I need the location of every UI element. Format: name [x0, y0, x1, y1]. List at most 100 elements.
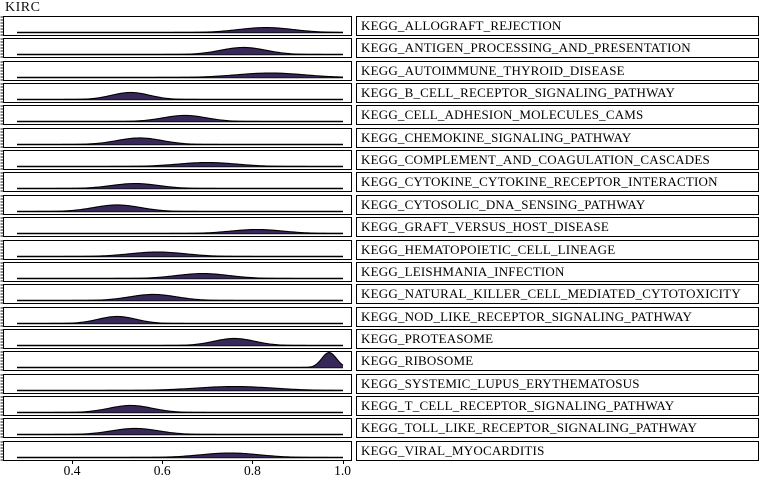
density-fill [17, 452, 343, 458]
density-fill [17, 27, 343, 33]
pathway-row: KEGG_T_CELL_RECEPTOR_SIGNALING_PATHWAY [0, 395, 768, 416]
pathway-label: KEGG_RIBOSOME [356, 351, 759, 372]
pathway-row: KEGG_ANTIGEN_PROCESSING_AND_PRESENTATION [0, 38, 768, 59]
x-axis-tick-label: 0.8 [243, 463, 261, 478]
pathway-label: KEGG_ANTIGEN_PROCESSING_AND_PRESENTATION [356, 38, 759, 59]
density-fill [17, 229, 343, 234]
density-panel [0, 418, 352, 439]
pathway-row: KEGG_GRAFT_VERSUS_HOST_DISEASE [0, 217, 768, 238]
pathway-label: KEGG_CYTOKINE_CYTOKINE_RECEPTOR_INTERACT… [356, 172, 759, 193]
density-outline [17, 250, 343, 257]
pathway-label: KEGG_NATURAL_KILLER_CELL_MEDIATED_CYTOTO… [356, 284, 759, 305]
pathway-label: KEGG_GRAFT_VERSUS_HOST_DISEASE [356, 217, 759, 238]
density-outline [17, 352, 344, 369]
density-panel [0, 284, 352, 305]
density-outline [17, 337, 343, 346]
x-axis-tick-label: 0.4 [63, 463, 81, 478]
density-outline [17, 315, 343, 324]
pathway-row: KEGG_TOLL_LIKE_RECEPTOR_SIGNALING_PATHWA… [0, 418, 768, 439]
density-outline [17, 229, 343, 235]
density-outline [17, 26, 344, 34]
density-outline [17, 452, 343, 458]
figure-title: KIRC [5, 0, 41, 15]
density-outline [17, 385, 344, 391]
density-panel [0, 261, 352, 282]
density-outline [17, 204, 343, 212]
x-axis-tick [252, 461, 254, 464]
pathway-row: KEGG_SYSTEMIC_LUPUS_ERYTHEMATOSUS [0, 373, 768, 394]
density-outline [17, 72, 344, 78]
density-fill [17, 47, 343, 55]
density-panel [0, 105, 352, 126]
x-axis-tick [72, 461, 73, 464]
density-fill [17, 162, 343, 167]
density-outline [17, 115, 343, 123]
pathway-row: KEGG_HEMATOPOIETIC_CELL_LINEAGE [0, 239, 768, 260]
pathway-label: KEGG_CYTOSOLIC_DNA_SENSING_PATHWAY [356, 194, 759, 215]
density-outline [17, 428, 343, 436]
density-panel [0, 328, 352, 349]
density-panel [0, 38, 352, 59]
pathway-label: KEGG_ALLOGRAFT_REJECTION [356, 16, 759, 36]
density-fill [17, 273, 343, 279]
density-panel [0, 150, 352, 171]
pathway-label: KEGG_T_CELL_RECEPTOR_SIGNALING_PATHWAY [356, 395, 759, 416]
density-fill [17, 316, 343, 324]
pathway-row: KEGG_B_CELL_RECEPTOR_SIGNALING_PATHWAY [0, 83, 768, 104]
density-outline [17, 404, 343, 413]
density-panel [0, 395, 352, 416]
density-panel [0, 217, 352, 238]
pathway-label: KEGG_COMPLEMENT_AND_COAGULATION_CASCADES [356, 150, 759, 171]
pathway-row: KEGG_NATURAL_KILLER_CELL_MEDIATED_CYTOTO… [0, 284, 768, 305]
density-fill [17, 72, 343, 78]
density-outline [17, 294, 343, 302]
pathway-row: KEGG_LEISHMANIA_INFECTION [0, 261, 768, 282]
pathway-row: KEGG_CYTOSOLIC_DNA_SENSING_PATHWAY [0, 194, 768, 215]
density-outline [17, 137, 343, 145]
pathway-label: KEGG_AUTOIMMUNE_THYROID_DISEASE [356, 60, 759, 81]
x-axis-tick-label: 0.6 [153, 463, 171, 478]
pathway-label: KEGG_HEMATOPOIETIC_CELL_LINEAGE [356, 239, 759, 260]
pathway-label: KEGG_B_CELL_RECEPTOR_SIGNALING_PATHWAY [356, 83, 759, 104]
x-axis-tick [162, 461, 164, 464]
pathway-row: KEGG_NOD_LIKE_RECEPTOR_SIGNALING_PATHWAY [0, 306, 768, 327]
density-fill [17, 204, 343, 212]
x-axis-tick [342, 461, 344, 464]
density-panel [0, 373, 352, 394]
density-panel [0, 83, 352, 104]
density-fill [17, 251, 343, 256]
pathway-row: KEGG_RIBOSOME [0, 351, 768, 372]
density-outline [17, 183, 343, 190]
density-fill [17, 115, 343, 122]
density-outline [17, 91, 343, 101]
pathway-row: KEGG_CYTOKINE_CYTOKINE_RECEPTOR_INTERACT… [0, 172, 768, 193]
pathway-row: KEGG_PROTEASOME [0, 328, 768, 349]
pathway-row: KEGG_CELL_ADHESION_MOLECULES_CAMS [0, 105, 768, 126]
density-panel [0, 440, 352, 461]
density-panel [0, 194, 352, 215]
pathway-row: KEGG_COMPLEMENT_AND_COAGULATION_CASCADES [0, 150, 768, 171]
x-axis-tick-label: 1.0 [334, 463, 352, 478]
density-panel [0, 16, 352, 36]
density-panel [0, 172, 352, 193]
pathway-row: KEGG_CHEMOKINE_SIGNALING_PATHWAY [0, 127, 768, 148]
density-outline [17, 272, 343, 279]
density-fill [17, 405, 343, 413]
density-panel [0, 60, 352, 81]
density-outline [17, 47, 343, 56]
pathway-row: KEGG_AUTOIMMUNE_THYROID_DISEASE [0, 60, 768, 81]
density-fill [17, 338, 343, 346]
pathway-label: KEGG_TOLL_LIKE_RECEPTOR_SIGNALING_PATHWA… [356, 418, 759, 439]
pathway-label: KEGG_PROTEASOME [356, 328, 759, 349]
pathway-label: KEGG_SYSTEMIC_LUPUS_ERYTHEMATOSUS [356, 373, 759, 394]
pathway-label: KEGG_NOD_LIKE_RECEPTOR_SIGNALING_PATHWAY [356, 306, 759, 327]
pathway-label: KEGG_VIRAL_MYOCARDITIS [356, 440, 759, 461]
pathway-label: KEGG_CHEMOKINE_SIGNALING_PATHWAY [356, 127, 759, 148]
pathway-row: KEGG_ALLOGRAFT_REJECTION [0, 16, 768, 36]
pathway-label: KEGG_CELL_ADHESION_MOLECULES_CAMS [356, 105, 759, 126]
density-outline [17, 162, 343, 168]
pathway-label: KEGG_LEISHMANIA_INFECTION [356, 261, 759, 282]
density-panel [0, 127, 352, 148]
density-panel [0, 351, 352, 372]
